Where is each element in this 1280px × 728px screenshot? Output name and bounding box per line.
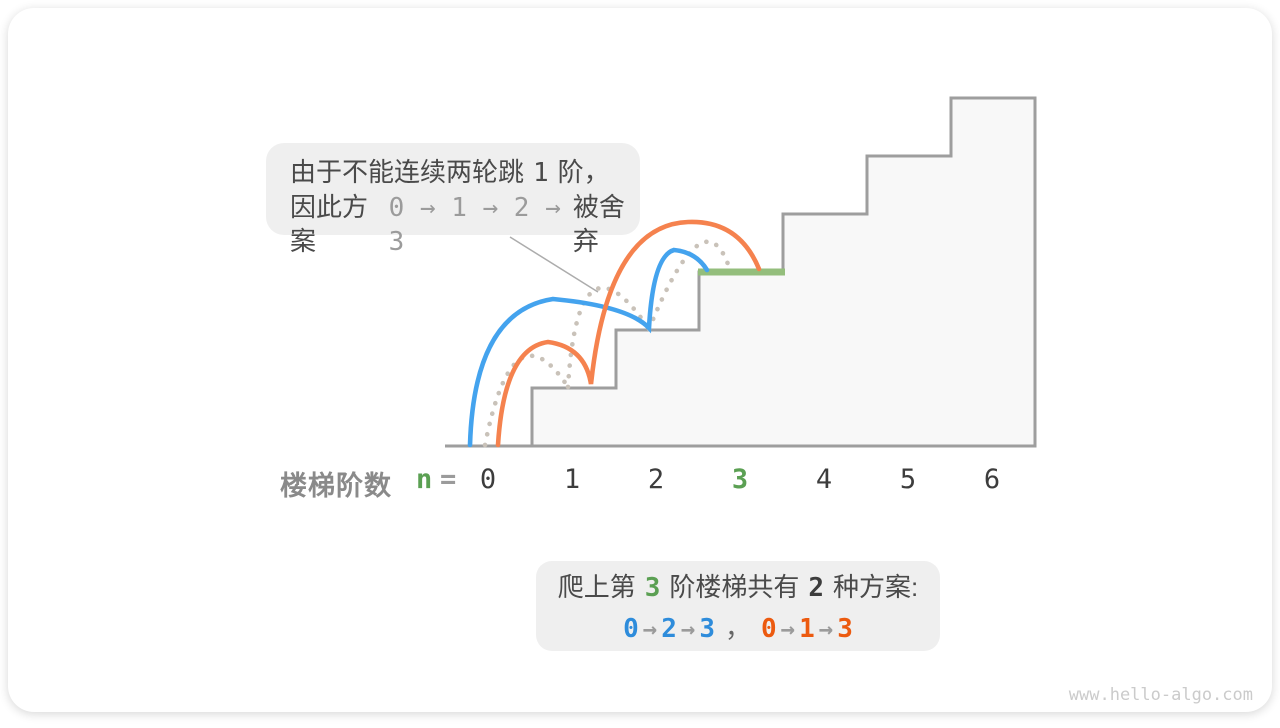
rejected-path-label: 0 → 1 → 2 → 3 bbox=[388, 193, 561, 257]
callout-note: 由于不能连续两轮跳 1 阶， 因此方案 0 → 1 → 2 → 3 被舍弃 bbox=[266, 143, 640, 257]
stair-axis: 楼梯阶数 n = 0 1 2 3 4 5 6 bbox=[8, 464, 1280, 501]
watermark: www.hello-algo.com bbox=[1068, 685, 1253, 705]
callout-text: 阶， bbox=[557, 157, 610, 187]
staircase-outline bbox=[445, 96, 1037, 448]
paths-separator: ， bbox=[724, 614, 751, 644]
callout-number: 1 bbox=[533, 158, 549, 188]
path1-digit: 3 bbox=[699, 614, 715, 644]
stair-number-3-highlighted: 3 bbox=[731, 464, 749, 495]
summary-text: 爬上第 bbox=[557, 572, 636, 602]
callout-text: 由于不能连续两轮跳 bbox=[290, 157, 525, 187]
arrow-icon: → bbox=[680, 615, 696, 643]
arrow-icon: → bbox=[642, 615, 658, 643]
path2-digit: 3 bbox=[837, 614, 853, 644]
summary-line-2: 0 → 2 → 3 ， 0 → 1 → 3 bbox=[623, 608, 853, 645]
staircase-diagram bbox=[445, 96, 1037, 448]
rejected-path-arc-0-1 bbox=[482, 353, 571, 448]
path2-digit: 0 bbox=[761, 614, 777, 644]
canvas-card: 由于不能连续两轮跳 1 阶， 因此方案 0 → 1 → 2 → 3 被舍弃 楼梯… bbox=[8, 8, 1272, 712]
arrow-icon: → bbox=[780, 615, 796, 643]
callout-text: 因此方案 bbox=[290, 192, 369, 256]
summary-box: 爬上第 3 阶楼梯共有 2 种方案: 0 → 2 → 3 ， 0 → 1 → 3 bbox=[536, 561, 940, 651]
axis-label: 楼梯阶数 bbox=[280, 471, 392, 501]
arrow-icon: → bbox=[818, 615, 834, 643]
axis-variable-n: n bbox=[416, 464, 433, 495]
path-blue-0-2-3 bbox=[467, 247, 710, 448]
axis-equals-sign: = bbox=[440, 464, 457, 495]
summary-solution-count: 2 bbox=[808, 573, 825, 603]
path-orange-0-1-3 bbox=[495, 219, 762, 448]
path1-digit: 2 bbox=[661, 614, 677, 644]
rejected-path-arc-2-3 bbox=[646, 239, 733, 332]
stair-number-1: 1 bbox=[563, 464, 581, 495]
callout-leader-line bbox=[509, 236, 599, 293]
path1-digit: 0 bbox=[623, 614, 639, 644]
callout-line-1: 由于不能连续两轮跳 1 阶， bbox=[290, 155, 640, 190]
stair-number-6: 6 bbox=[983, 464, 1001, 495]
summary-text: 阶楼梯共有 bbox=[669, 572, 800, 602]
callout-text: 被舍弃 bbox=[572, 192, 625, 256]
stair-number-4: 4 bbox=[815, 464, 833, 495]
summary-text: 种方案: bbox=[833, 572, 919, 602]
path2-digit: 1 bbox=[799, 614, 815, 644]
stair-number-2: 2 bbox=[647, 464, 665, 495]
callout-line-2: 因此方案 0 → 1 → 2 → 3 被舍弃 bbox=[290, 190, 640, 259]
summary-line-1: 爬上第 3 阶楼梯共有 2 种方案: bbox=[558, 567, 919, 604]
stair-number-0: 0 bbox=[479, 464, 497, 495]
summary-step-count: 3 bbox=[644, 573, 661, 603]
rejected-path-arc-1-2 bbox=[565, 285, 652, 390]
stair-number-5: 5 bbox=[899, 464, 917, 495]
